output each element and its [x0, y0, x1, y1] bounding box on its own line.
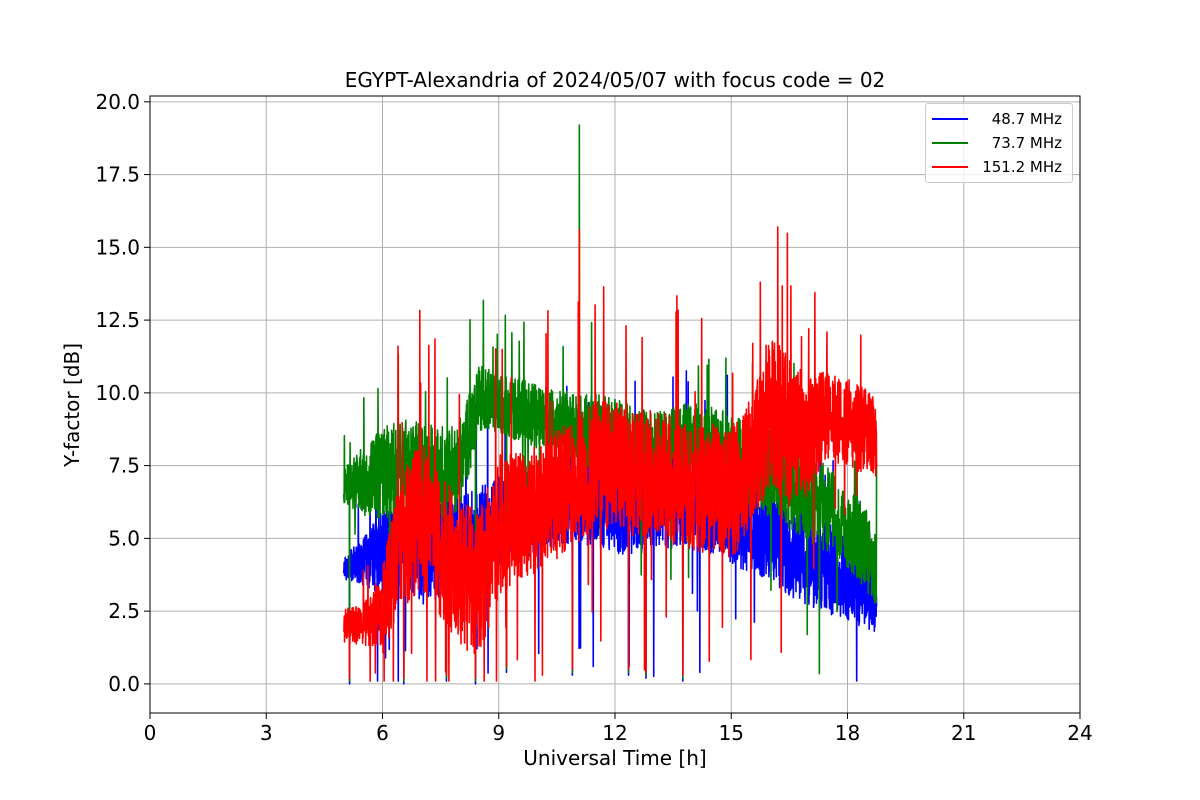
legend-label-151-2: 151.2 MHz	[982, 158, 1062, 176]
x-tick-label: 0	[144, 721, 157, 745]
x-tick-label: 15	[719, 721, 744, 745]
x-tick-label: 18	[835, 721, 860, 745]
chart-title: EGYPT-Alexandria of 2024/05/07 with focu…	[344, 68, 886, 92]
y-tick-label: 17.5	[95, 163, 140, 187]
series-line-2	[342, 226, 878, 682]
legend-entry-73-7: 73.7 MHz	[932, 131, 1062, 155]
y-tick-label: 5.0	[108, 526, 140, 550]
legend-label-73-7: 73.7 MHz	[982, 134, 1062, 152]
y-tick-label: 0.0	[108, 672, 140, 696]
series-layer	[342, 124, 878, 685]
x-tick-label: 12	[602, 721, 627, 745]
x-tick-label: 6	[376, 721, 389, 745]
legend-label-48-7: 48.7 MHz	[982, 110, 1062, 128]
x-tick-label: 21	[951, 721, 976, 745]
legend: 48.7 MHz 73.7 MHz 151.2 MHz	[925, 103, 1073, 183]
y-tick-label: 2.5	[108, 599, 140, 623]
y-axis-label: Y-factor [dB]	[60, 342, 84, 468]
x-tick-label: 3	[260, 721, 273, 745]
ticks: 0 3 6 9 12 15 18 21 24 0.0 2.5 5.0 7.5 10.0 12.5 15.0 17…	[95, 90, 1092, 745]
y-tick-label: 20.0	[95, 90, 140, 114]
legend-line-48-7	[932, 118, 969, 120]
x-tick-label: 9	[492, 721, 505, 745]
legend-entry-48-7: 48.7 MHz	[932, 107, 1062, 131]
legend-entry-151-2: 151.2 MHz	[932, 155, 1062, 179]
legend-line-73-7	[932, 142, 969, 144]
y-tick-label: 15.0	[95, 235, 140, 259]
y-tick-label: 12.5	[95, 308, 140, 332]
legend-line-151-2	[932, 166, 969, 168]
x-axis-label: Universal Time [h]	[523, 746, 707, 770]
y-tick-label: 7.5	[108, 454, 140, 478]
x-tick-label: 24	[1067, 721, 1092, 745]
y-tick-label: 10.0	[95, 381, 140, 405]
